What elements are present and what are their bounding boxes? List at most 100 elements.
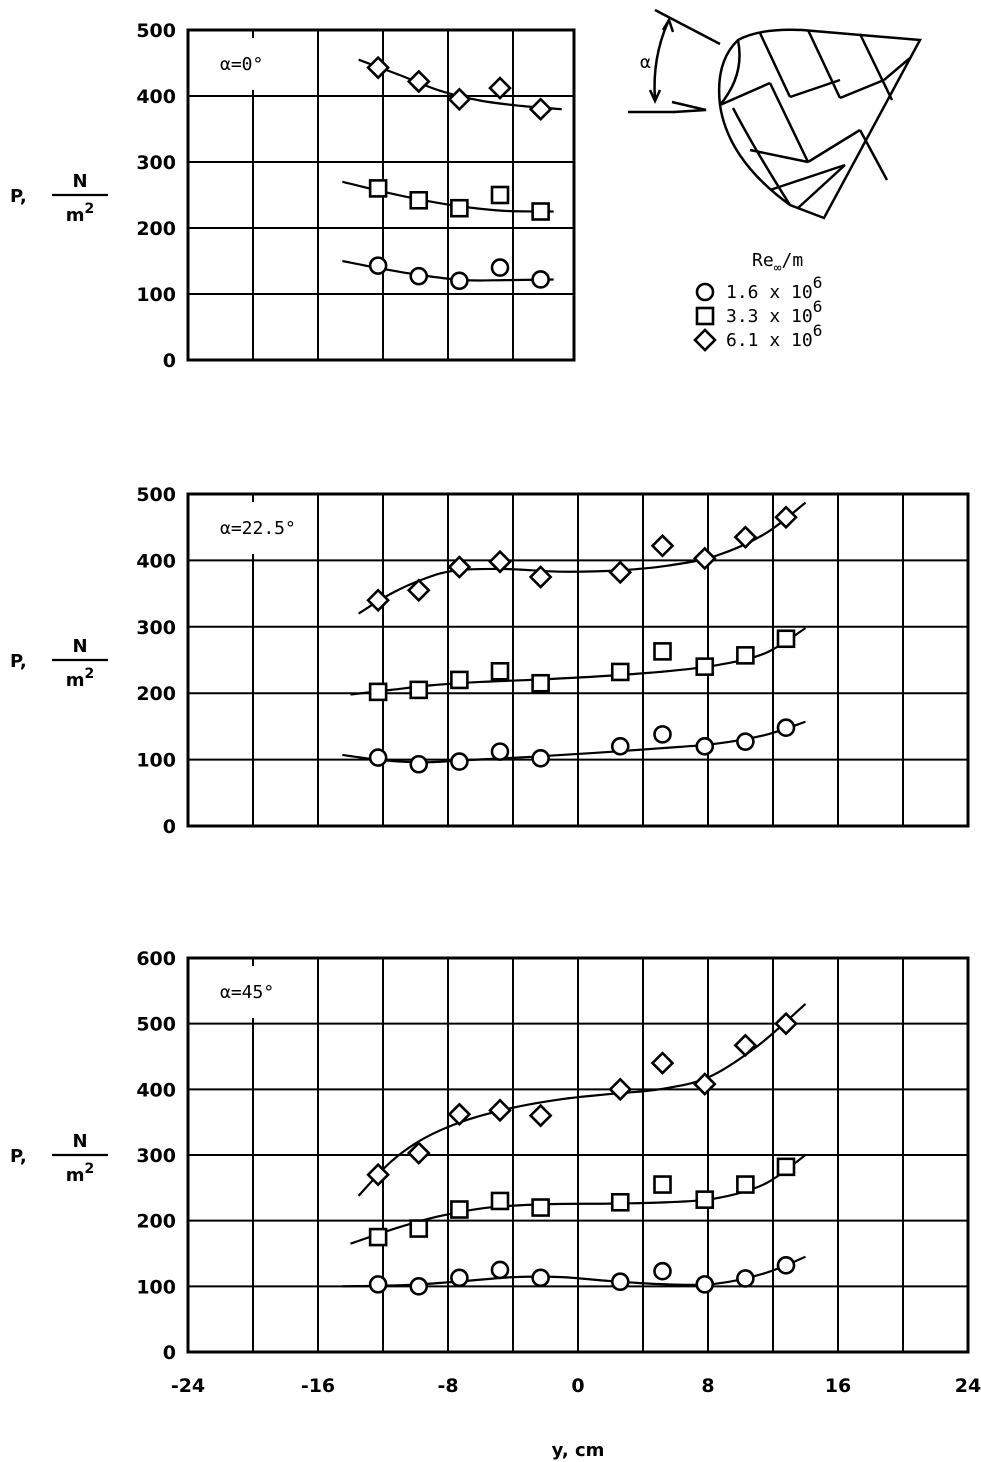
alpha-annotation: α=22.5° (196, 502, 312, 554)
plot-frame (186, 28, 576, 362)
y-unit-denominator: m2 (66, 666, 95, 691)
data-point-circle (695, 1275, 715, 1294)
legend-exponent: 6 (813, 321, 823, 340)
sketch-flow-arrow (671, 100, 707, 114)
x-tick-label: -8 (437, 1375, 458, 1397)
data-point-square (409, 680, 429, 700)
series-circle (342, 256, 554, 291)
data-point-diamond (733, 1033, 758, 1058)
data-point-square (490, 661, 510, 681)
x-tick-label: 0 (571, 1375, 584, 1397)
legend-title-tail: /m (782, 250, 804, 271)
sketch-panel-lines (719, 29, 911, 209)
y-tick-label: 100 (136, 284, 176, 306)
y-tick-label: 400 (136, 86, 176, 108)
y-tick-label: 300 (136, 152, 176, 174)
data-point-square (368, 179, 388, 198)
y-tick-label: 500 (136, 484, 176, 506)
y-axis-label: P, Nm2 (10, 1131, 108, 1186)
y-tick-label: 200 (136, 683, 176, 705)
data-point-circle (450, 271, 469, 291)
legend-exponent: 6 (813, 297, 823, 316)
data-point-diamond (774, 1011, 798, 1036)
body-sketch: α (628, 8, 923, 220)
x-tick-label: 24 (955, 1375, 981, 1397)
data-point-diamond (366, 55, 390, 80)
annotation-background (196, 502, 312, 554)
data-point-square (450, 670, 469, 690)
data-point-square (368, 1227, 388, 1247)
legend-title-sub: ∞ (774, 261, 782, 276)
data-point-square (409, 1219, 429, 1238)
data-point-square (490, 1191, 510, 1211)
y-tick-label: 400 (136, 1079, 176, 1101)
y-unit-exponent: 2 (85, 1161, 95, 1177)
y-unit-denominator: m2 (66, 201, 95, 226)
data-point-diamond (366, 588, 390, 613)
y-unit-numerator: N (72, 171, 87, 192)
y-axis-symbol: P, (10, 651, 27, 672)
legend-marker-diamond (693, 328, 717, 352)
data-point-square (450, 1200, 469, 1219)
data-point-diamond (406, 578, 431, 603)
series-circle (342, 1255, 806, 1296)
data-point-circle (695, 737, 715, 756)
data-point-circle (450, 1268, 469, 1288)
svg-text:Re∞/m: Re∞/m (752, 250, 803, 276)
data-point-circle (736, 1269, 755, 1288)
y-tick-label: 600 (136, 948, 176, 970)
chart-panel-1: 0 100 200 300 400 500 P, Nm2 α=0° (10, 20, 576, 372)
x-tick-label: 8 (701, 1375, 714, 1397)
x-axis-label: y, cm (552, 1440, 605, 1461)
data-point-circle (490, 1260, 510, 1280)
data-point-square (610, 662, 630, 682)
plot-frame (186, 492, 970, 828)
data-point-diamond (528, 565, 553, 589)
alpha-annotation-text: α=0° (220, 54, 263, 75)
y-tick-label: 500 (136, 20, 176, 42)
data-point-circle (450, 752, 469, 771)
data-point-square (490, 185, 510, 205)
data-point-square (450, 198, 469, 218)
series-square (342, 179, 554, 221)
data-point-diamond (774, 505, 798, 530)
data-point-circle (368, 748, 388, 767)
x-tick-label: 16 (825, 1375, 851, 1397)
series-diamond (357, 1003, 807, 1197)
data-point-diamond (733, 525, 758, 549)
data-point-diamond (406, 1141, 431, 1165)
alpha-annotation: α=0° (196, 38, 312, 90)
data-point-circle (653, 1261, 672, 1281)
data-point-diamond (528, 97, 553, 122)
data-point-circle (409, 754, 429, 774)
chart-panel-3: 0 100 200 300 400 500 600 -24 -16 -8 0 8 16 24 y, cm P,… (10, 948, 981, 1461)
data-point-diamond (447, 555, 472, 579)
legend-title-main: Re (752, 250, 774, 271)
legend-marker-circle (695, 282, 715, 302)
legend-label: 1.6 x 106 (726, 273, 822, 303)
data-point-diamond (692, 1072, 717, 1096)
series-circle (342, 718, 806, 774)
y-tick-label: 200 (136, 218, 176, 240)
annotation-background (196, 38, 312, 90)
data-point-diamond (447, 1102, 472, 1127)
y-tick-label: 0 (163, 350, 176, 372)
y-tick-label: 200 (136, 1211, 176, 1233)
sketch-angle-arrowhead-bottom (648, 89, 662, 105)
data-point-circle (610, 1272, 630, 1292)
x-tick-label: -16 (301, 1375, 335, 1397)
legend-exponent: 6 (813, 273, 823, 292)
data-point-circle (776, 718, 796, 738)
data-point-circle (409, 1277, 429, 1296)
data-point-diamond (488, 549, 512, 574)
data-point-square (776, 629, 796, 649)
x-tick-label: -24 (171, 1375, 205, 1397)
plot-frame (186, 956, 970, 1354)
alpha-annotation: α=45° (196, 966, 312, 1018)
data-point-square (736, 646, 755, 665)
fit-curve-diamond (358, 501, 807, 615)
y-unit-denominator: m2 (66, 1161, 95, 1186)
